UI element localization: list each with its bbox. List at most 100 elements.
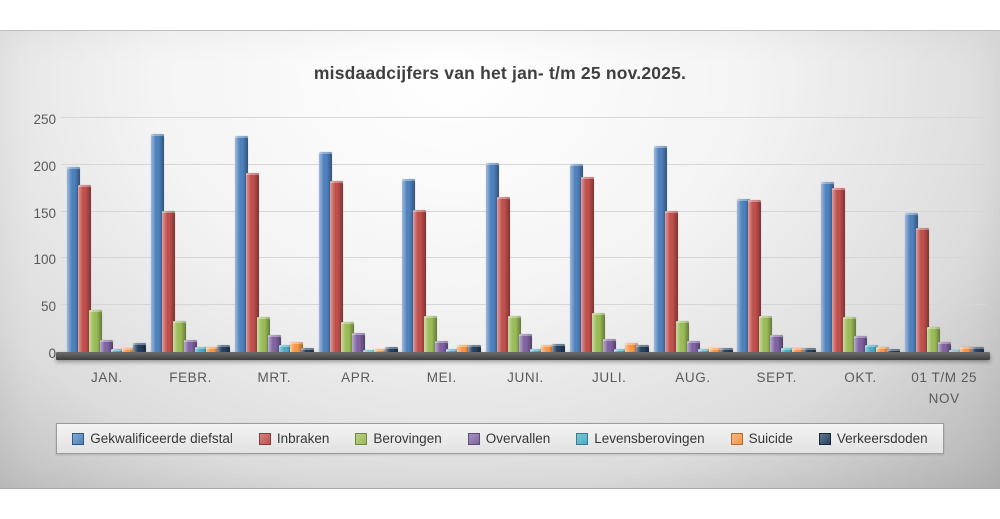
- bar-group-juli: [567, 118, 651, 352]
- bar-suicide-apr: [373, 349, 387, 352]
- y-tick-150: 150: [33, 205, 56, 221]
- bar-verkeersdoden-sept: [803, 348, 817, 352]
- bar-berovingen-01-t-m-25-nov: [926, 326, 940, 352]
- bar-verkeersdoden-okt: [886, 349, 900, 352]
- legend-swatch-icon: [818, 432, 831, 445]
- bar-berovingen-juli: [591, 312, 605, 352]
- bar-levensberovingen-okt: [864, 345, 878, 352]
- bar-group-sept: [735, 118, 819, 352]
- bar-gekwalificeerde-diefstal-febr: [151, 133, 165, 352]
- y-tick-0: 0: [48, 346, 56, 361]
- chart-panel: misdaadcijfers van het jan- t/m 25 nov.2…: [0, 30, 1000, 489]
- bar-inbraken-jan: [78, 185, 92, 352]
- legend-label: Levensberovingen: [594, 431, 705, 446]
- bar-verkeersdoden-mrt: [300, 348, 314, 352]
- bar-overvallen-01-t-m-25-nov: [937, 341, 951, 352]
- legend-item-suicide: Suicide: [730, 431, 793, 446]
- bar-levensberovingen-juni: [530, 349, 544, 352]
- bar-inbraken-01-t-m-25-nov: [915, 227, 929, 352]
- legend-label: Berovingen: [373, 431, 442, 446]
- x-label-juni: JUNI.: [507, 370, 544, 385]
- bar-suicide-sept: [792, 348, 806, 352]
- bar-group-mei: [400, 118, 484, 352]
- legend-label: Overvallen: [485, 431, 551, 446]
- x-label-sept: SEPT.: [756, 370, 797, 385]
- bar-overvallen-aug: [686, 340, 700, 352]
- bar-gekwalificeerde-diefstal-sept: [737, 199, 751, 352]
- bar-overvallen-febr: [184, 339, 198, 352]
- legend-label: Suicide: [748, 431, 793, 446]
- plot-area: 0 50 100 150 200 250: [33, 112, 990, 361]
- bar-overvallen-okt: [853, 336, 867, 352]
- bar-levensberovingen-febr: [195, 347, 209, 352]
- bar-berovingen-okt: [842, 317, 856, 352]
- bar-verkeersdoden-mei: [468, 344, 482, 352]
- x-label-jan: JAN.: [91, 370, 123, 385]
- bar-berovingen-sept: [759, 315, 773, 352]
- bar-group-okt: [819, 118, 903, 352]
- gridline-50: [61, 304, 986, 306]
- bar-group-febr: [149, 118, 233, 352]
- bar-suicide-juli: [624, 342, 638, 352]
- bar-groups: [65, 118, 986, 352]
- bar-overvallen-juni: [519, 334, 533, 352]
- x-label-mrt: MRT.: [257, 370, 292, 385]
- bar-gekwalificeerde-diefstal-mrt: [234, 135, 248, 352]
- bar-levensberovingen-jan: [111, 349, 125, 352]
- bar-overvallen-mrt: [267, 335, 281, 352]
- bar-berovingen-juni: [508, 316, 522, 352]
- bar-berovingen-apr: [340, 322, 354, 352]
- bar-group-juni: [484, 118, 568, 352]
- bar-levensberovingen-mrt: [278, 344, 292, 352]
- legend: Gekwalificeerde diefstal Inbraken Beroving…: [56, 423, 944, 454]
- bar-levensberovingen-mei: [446, 349, 460, 352]
- legend-label: Inbraken: [276, 431, 330, 446]
- bar-suicide-mei: [457, 344, 471, 352]
- legend-item-inbraken: Inbraken: [258, 431, 330, 446]
- legend-swatch-icon: [355, 432, 368, 445]
- bar-inbraken-mrt: [245, 173, 259, 352]
- bar-gekwalificeerde-diefstal-01-t-m-25-nov: [904, 213, 918, 352]
- legend-swatch-icon: [730, 432, 743, 445]
- bar-berovingen-mrt: [256, 317, 270, 352]
- x-label-febr: FEBR.: [169, 370, 212, 385]
- bar-inbraken-juli: [580, 176, 594, 352]
- bar-overvallen-sept: [770, 335, 784, 352]
- bar-gekwalificeerde-diefstal-apr: [318, 151, 332, 352]
- legend-label: Gekwalificeerde diefstal: [90, 431, 233, 446]
- bar-overvallen-juli: [602, 338, 616, 352]
- bar-group-jan: [65, 118, 149, 352]
- legend-swatch-icon: [72, 432, 85, 445]
- x-label-01-t-m-25-nov: 01 T/M 25 NOV: [911, 370, 978, 406]
- bar-levensberovingen-01-t-m-25-nov: [948, 350, 962, 352]
- legend-item-levensberovingen: Levensberovingen: [576, 431, 705, 446]
- x-label-apr: APR.: [341, 370, 376, 385]
- chart-title: misdaadcijfers van het jan- t/m 25 nov.2…: [313, 63, 687, 83]
- bar-berovingen-jan: [89, 309, 103, 352]
- gridline-150: [61, 210, 986, 212]
- bar-inbraken-aug: [664, 210, 678, 352]
- bar-levensberovingen-sept: [781, 348, 795, 352]
- bar-berovingen-aug: [675, 321, 689, 352]
- bar-group-aug: [651, 118, 735, 352]
- x-label-mei: MEI.: [426, 370, 457, 385]
- bar-suicide-01-t-m-25-nov: [959, 347, 973, 352]
- legend-swatch-icon: [258, 432, 271, 445]
- bar-suicide-aug: [708, 348, 722, 352]
- bar-suicide-juni: [541, 344, 555, 352]
- bar-group-01-t-m-25-nov: [902, 118, 986, 352]
- legend-item-overvallen: Overvallen: [467, 431, 551, 446]
- x-label-aug: AUG.: [675, 370, 711, 385]
- bar-gekwalificeerde-diefstal-juli: [569, 163, 583, 352]
- bar-levensberovingen-juli: [613, 349, 627, 352]
- legend-item-verkeersdoden: Verkeersdoden: [818, 431, 928, 446]
- bar-verkeersdoden-aug: [719, 348, 733, 352]
- bar-gekwalificeerde-diefstal-juni: [486, 162, 500, 352]
- bar-group-mrt: [232, 118, 316, 352]
- gridline-250: [61, 117, 986, 118]
- bar-levensberovingen-apr: [362, 350, 376, 352]
- bar-overvallen-mei: [435, 340, 449, 352]
- legend-swatch-icon: [467, 432, 480, 445]
- bar-suicide-febr: [206, 347, 220, 352]
- bar-verkeersdoden-febr: [217, 345, 231, 352]
